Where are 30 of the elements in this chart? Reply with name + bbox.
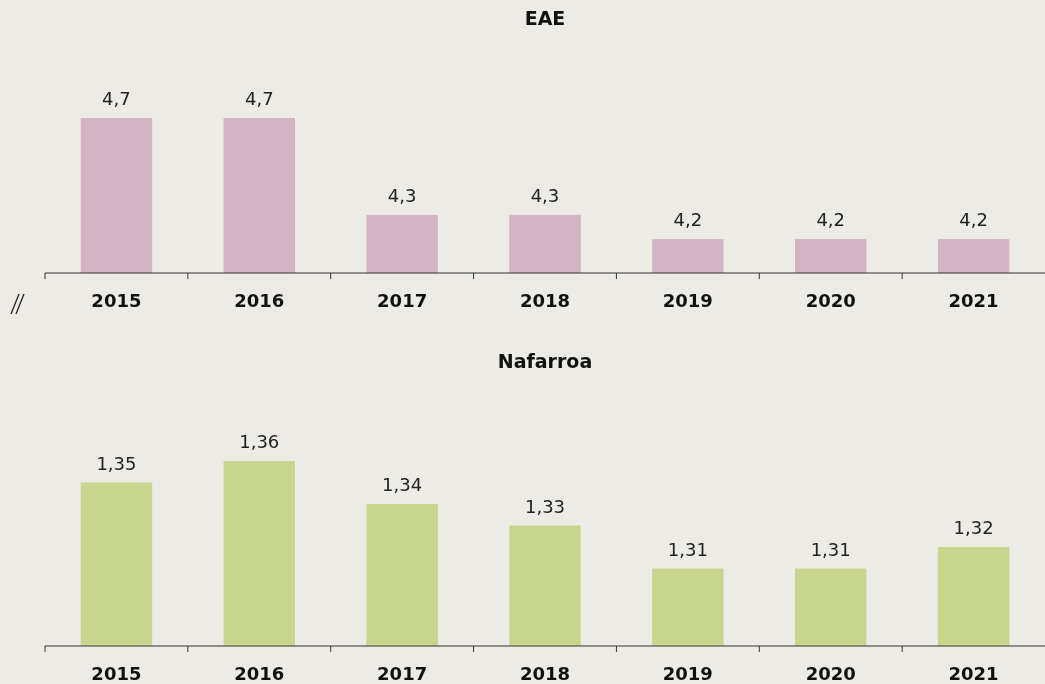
x-tick-label: 2015 xyxy=(91,663,142,684)
data-label: 1,31 xyxy=(810,538,851,560)
x-tick-label: 2021 xyxy=(948,290,999,311)
x-tick-label: 2015 xyxy=(91,290,142,311)
data-label: 4,7 xyxy=(102,88,131,109)
x-tick-label: 2016 xyxy=(234,290,285,311)
x-tick-label: 2018 xyxy=(519,663,571,684)
x-tick-label: 2020 xyxy=(805,290,856,311)
x-tick-label: 2019 xyxy=(662,663,713,684)
data-label: 1,34 xyxy=(382,474,423,496)
x-tick-label: 2019 xyxy=(662,290,713,311)
x-tick-label: 2020 xyxy=(805,663,856,684)
x-tick-label: 2017 xyxy=(377,663,428,684)
x-tick-label: 2021 xyxy=(948,663,999,684)
data-label: 1,31 xyxy=(667,538,708,560)
data-label: 1,36 xyxy=(239,431,280,452)
x-tick-label: 2018 xyxy=(519,290,571,311)
data-label: 1,35 xyxy=(96,452,137,474)
data-label: 4,2 xyxy=(816,209,846,231)
data-label: 1,33 xyxy=(524,495,566,517)
data-label: 1,32 xyxy=(953,517,994,539)
data-label: 4,2 xyxy=(959,209,988,231)
data-label: 4,3 xyxy=(530,184,560,206)
chart-title: EAE xyxy=(524,7,566,29)
data-label: 4,7 xyxy=(244,88,274,109)
x-tick-label: 2017 xyxy=(377,290,428,311)
chart-title: Nafarroa xyxy=(497,350,593,372)
data-label: 4,3 xyxy=(387,184,417,206)
data-label: 4,2 xyxy=(673,209,703,231)
x-tick-label: 2016 xyxy=(234,663,285,684)
